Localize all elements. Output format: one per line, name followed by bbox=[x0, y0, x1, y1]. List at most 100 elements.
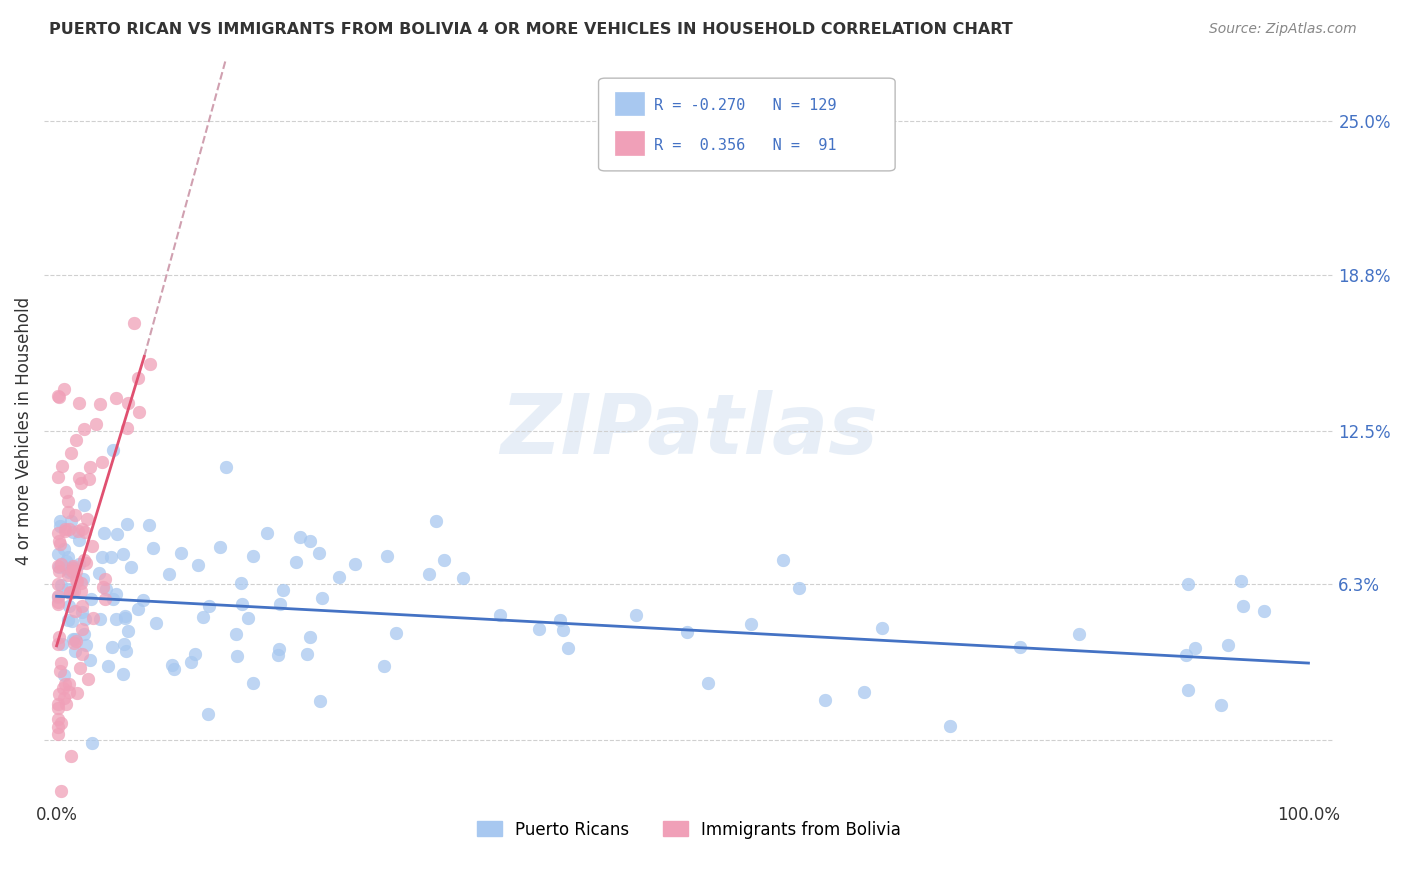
Point bbox=[145, 616, 167, 631]
Point bbox=[48, 597, 70, 611]
Point bbox=[740, 616, 762, 631]
Point bbox=[60, 559, 83, 574]
Point bbox=[1216, 638, 1239, 652]
Point bbox=[271, 582, 294, 597]
Point bbox=[226, 648, 249, 663]
Point bbox=[789, 582, 811, 596]
Point bbox=[49, 537, 72, 551]
Point bbox=[236, 611, 259, 625]
Point bbox=[60, 584, 83, 599]
Point bbox=[127, 602, 149, 616]
Point bbox=[49, 657, 72, 671]
Point bbox=[62, 632, 84, 647]
Point bbox=[117, 396, 139, 410]
Point bbox=[91, 580, 114, 594]
Point bbox=[66, 574, 89, 589]
Point bbox=[80, 736, 103, 750]
Point bbox=[128, 405, 150, 419]
Point bbox=[56, 494, 79, 508]
Point bbox=[101, 443, 124, 458]
Point bbox=[69, 661, 91, 675]
Point bbox=[58, 566, 80, 580]
Point bbox=[198, 599, 221, 614]
Point bbox=[101, 592, 124, 607]
Point bbox=[82, 611, 104, 625]
Point bbox=[76, 512, 98, 526]
Point bbox=[79, 652, 101, 666]
Point bbox=[215, 460, 238, 475]
Point bbox=[104, 391, 127, 405]
Point bbox=[67, 471, 90, 485]
Point bbox=[67, 557, 90, 571]
Point bbox=[115, 516, 138, 531]
Point bbox=[60, 614, 83, 628]
Point bbox=[63, 644, 86, 658]
Point bbox=[48, 665, 70, 679]
Point bbox=[308, 694, 330, 708]
Point bbox=[48, 630, 70, 644]
Point bbox=[58, 505, 80, 519]
Point bbox=[51, 638, 73, 652]
Y-axis label: 4 or more Vehicles in Household: 4 or more Vehicles in Household bbox=[15, 296, 32, 565]
Point bbox=[527, 623, 550, 637]
Point bbox=[59, 585, 82, 599]
Point bbox=[87, 566, 110, 580]
Point bbox=[89, 397, 111, 411]
Point bbox=[75, 638, 97, 652]
Point bbox=[385, 626, 408, 640]
Point bbox=[160, 658, 183, 673]
Point bbox=[46, 726, 69, 740]
Point bbox=[65, 686, 87, 700]
Point bbox=[79, 459, 101, 474]
Point bbox=[72, 572, 94, 586]
Point bbox=[75, 524, 97, 539]
Point bbox=[46, 698, 69, 712]
Point bbox=[55, 484, 77, 499]
Point bbox=[53, 542, 76, 557]
Point bbox=[73, 626, 96, 640]
Point bbox=[60, 564, 83, 578]
Point bbox=[48, 533, 70, 548]
Point bbox=[97, 658, 120, 673]
Point bbox=[1177, 577, 1199, 591]
Point bbox=[46, 577, 69, 591]
Point bbox=[46, 701, 69, 715]
Point bbox=[46, 548, 69, 562]
Point bbox=[73, 498, 96, 512]
Text: PUERTO RICAN VS IMMIGRANTS FROM BOLIVIA 4 OR MORE VEHICLES IN HOUSEHOLD CORRELAT: PUERTO RICAN VS IMMIGRANTS FROM BOLIVIA … bbox=[49, 22, 1012, 37]
FancyBboxPatch shape bbox=[599, 78, 896, 171]
Point bbox=[48, 560, 70, 574]
Point bbox=[105, 526, 128, 541]
Point bbox=[46, 720, 69, 734]
Point bbox=[117, 624, 139, 639]
Point bbox=[70, 576, 93, 591]
Point bbox=[58, 549, 80, 564]
Point bbox=[69, 533, 91, 548]
Point bbox=[89, 611, 111, 625]
Point bbox=[187, 558, 209, 573]
Point bbox=[115, 421, 138, 435]
Point bbox=[1253, 605, 1275, 619]
Point bbox=[77, 472, 100, 486]
Point bbox=[267, 648, 290, 663]
Point bbox=[51, 557, 73, 571]
Point bbox=[86, 417, 108, 432]
Point bbox=[225, 626, 247, 640]
Point bbox=[180, 655, 202, 669]
Point bbox=[1184, 640, 1206, 655]
Point bbox=[104, 587, 127, 601]
Point bbox=[62, 560, 84, 574]
Point bbox=[48, 391, 70, 405]
Text: ZIPatlas: ZIPatlas bbox=[501, 390, 877, 471]
Point bbox=[58, 685, 80, 699]
Point bbox=[70, 522, 93, 536]
Point bbox=[111, 547, 134, 561]
Point bbox=[51, 459, 73, 474]
Point bbox=[58, 599, 80, 613]
Point bbox=[46, 589, 69, 603]
Point bbox=[451, 571, 474, 585]
Point bbox=[52, 668, 75, 682]
Point bbox=[59, 514, 82, 528]
Point bbox=[55, 554, 77, 568]
Point bbox=[59, 586, 82, 600]
